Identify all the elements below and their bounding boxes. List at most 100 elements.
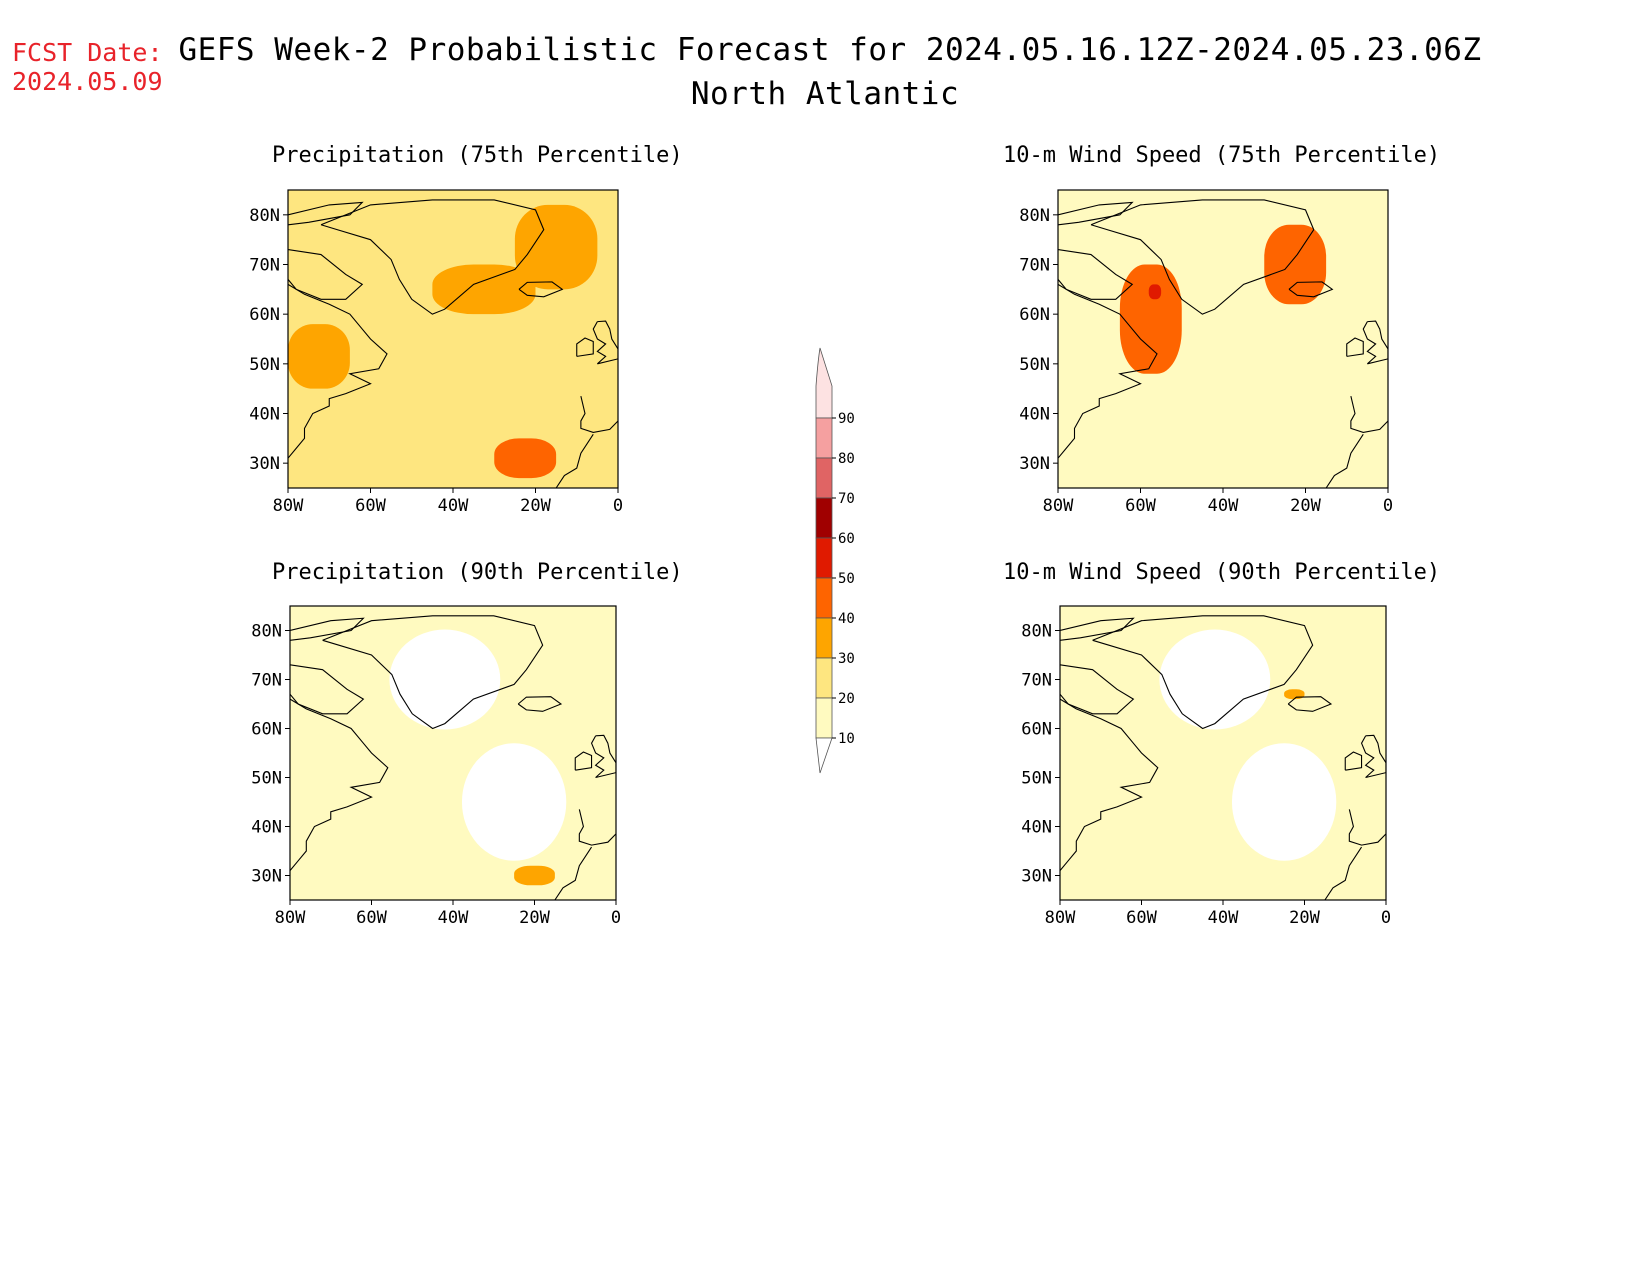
low-probability-area	[389, 629, 501, 730]
forecast-date-block: FCST Date: 2024.05.09	[12, 38, 163, 96]
lat-tick-label: 60N	[1019, 305, 1050, 325]
colorbar-segment	[815, 347, 833, 419]
panel-title-wind75: 10-m Wind Speed (75th Percentile)	[1003, 143, 1441, 168]
probability-region	[432, 264, 536, 315]
coastline-northamerica	[290, 698, 389, 872]
map-panel-wind90: 80N 70N 60N 50N 40N 30N 80W 60W 40W 20W 0	[1021, 605, 1391, 928]
probability-region	[1264, 224, 1327, 305]
lat-tick-label: 40N	[251, 818, 282, 838]
colorbar-segment	[815, 697, 833, 739]
map-panel-precip75: 80N 70N 60N 50N 40N 30N 80W 60W 40W 20W 0	[249, 189, 623, 516]
coastline-greenland	[320, 199, 545, 315]
coastline-iceland	[517, 696, 563, 712]
probability-region	[494, 438, 557, 479]
colorbar-segment	[815, 457, 833, 499]
colorbar-label: 70	[838, 491, 855, 507]
coastline-britain	[590, 734, 616, 779]
coastline-iceland	[1288, 281, 1334, 298]
lon-tick-label: 60W	[1125, 496, 1156, 516]
forecast-date-value: 2024.05.09	[12, 67, 163, 96]
coastline-iberia	[1350, 395, 1388, 433]
lat-tick-label: 50N	[249, 355, 280, 375]
coastline-greenland	[1090, 199, 1315, 315]
coastline-baffin	[1060, 664, 1135, 715]
probability-region	[288, 324, 350, 389]
lon-tick-label: 0	[1383, 496, 1393, 516]
probability-shading	[288, 190, 618, 488]
coastline-ellesmere	[290, 617, 365, 641]
map-panel-wind75: 80N 70N 60N 50N 40N 30N 80W 60W 40W 20W 0	[1019, 189, 1393, 516]
coastline-africa	[555, 434, 594, 488]
colorbar-label: 40	[838, 611, 855, 627]
map-panel-precip90: 80N 70N 60N 50N 40N 30N 80W 60W 40W 20W 0	[251, 605, 621, 928]
coastline-ellesmere	[1058, 201, 1134, 226]
forecast-date-label: FCST Date:	[12, 38, 163, 67]
colorbar-segment	[815, 617, 833, 659]
coastline-baffin	[1058, 249, 1134, 300]
coastline-northamerica	[288, 283, 388, 460]
probability-region	[1284, 689, 1305, 700]
lat-tick-label: 60N	[249, 305, 280, 325]
colorbar: 10 20 30 40 50 60 70 80 90	[815, 347, 855, 774]
coastline-ellesmere	[1060, 617, 1135, 641]
coastline-northamerica	[1058, 283, 1158, 460]
lon-tick-label: 20W	[519, 908, 550, 928]
coastline-baffin	[290, 664, 365, 715]
lat-tick-label: 80N	[1019, 206, 1050, 226]
probability-shading	[1058, 190, 1388, 488]
colorbar-label: 60	[838, 531, 855, 547]
lat-tick-label: 60N	[251, 720, 282, 740]
lat-tick-label: 30N	[249, 454, 280, 474]
probability-region	[514, 204, 598, 290]
colorbar-label: 50	[838, 571, 855, 587]
probability-region	[1148, 284, 1162, 300]
coastline-iceland	[518, 281, 564, 298]
lat-tick-label: 60N	[1021, 720, 1052, 740]
low-probability-area	[461, 743, 567, 861]
panel-title-precip75: Precipitation (75th Percentile)	[272, 143, 683, 168]
lon-tick-label: 20W	[1290, 496, 1321, 516]
colorbar-segment	[815, 537, 833, 579]
coastline-baffin	[288, 249, 364, 300]
lat-tick-label: 70N	[1019, 256, 1050, 276]
colorbar-label: 30	[838, 651, 855, 667]
lat-tick-label: 30N	[1019, 454, 1050, 474]
coastline-ireland	[574, 751, 593, 771]
coastline-ireland	[576, 337, 594, 357]
coastline-greenland	[322, 615, 544, 730]
lon-tick-label: 60W	[356, 908, 387, 928]
lat-tick-label: 30N	[1021, 867, 1052, 887]
low-probability-area	[1159, 629, 1271, 730]
colorbar-segment	[815, 657, 833, 699]
lon-tick-label: 80W	[1043, 496, 1074, 516]
lat-tick-label: 40N	[1021, 818, 1052, 838]
coastline-iberia	[580, 395, 618, 433]
main-title: GEFS Week-2 Probabilistic Forecast for 2…	[178, 32, 1482, 68]
colorbar-label: 10	[838, 731, 855, 747]
lon-tick-label: 0	[1381, 908, 1391, 928]
colorbar-segment	[815, 417, 833, 459]
coastline-ireland	[1346, 337, 1364, 357]
lon-tick-label: 40W	[438, 496, 469, 516]
coastline-britain	[592, 320, 618, 365]
panel-title-wind90: 10-m Wind Speed (90th Percentile)	[1003, 560, 1441, 585]
lat-tick-label: 50N	[1019, 355, 1050, 375]
coastline-africa	[1325, 434, 1364, 488]
coastline-greenland	[1092, 615, 1314, 730]
coastline-britain	[1360, 734, 1386, 779]
probability-shading	[290, 606, 616, 900]
coastline-africa	[1324, 846, 1363, 900]
lat-tick-label: 50N	[1021, 769, 1052, 789]
lat-tick-label: 40N	[1019, 405, 1050, 425]
lat-tick-label: 80N	[251, 622, 282, 642]
lon-tick-label: 40W	[1208, 908, 1239, 928]
coastline-ireland	[1344, 751, 1363, 771]
lat-tick-label: 30N	[251, 867, 282, 887]
probability-region	[1119, 264, 1182, 374]
colorbar-label: 80	[838, 451, 855, 467]
lat-tick-label: 40N	[249, 405, 280, 425]
coastline-britain	[1362, 320, 1388, 365]
coastline-iberia	[1348, 809, 1386, 846]
lat-tick-label: 80N	[1021, 622, 1052, 642]
